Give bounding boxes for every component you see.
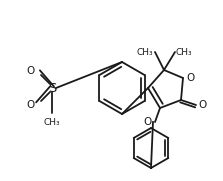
- Text: O: O: [144, 117, 152, 127]
- Text: O: O: [198, 100, 206, 110]
- Text: CH₃: CH₃: [44, 118, 60, 127]
- Text: O: O: [27, 100, 35, 110]
- Text: O: O: [27, 66, 35, 76]
- Text: CH₃: CH₃: [136, 48, 153, 57]
- Text: CH₃: CH₃: [176, 48, 193, 57]
- Text: S: S: [48, 81, 56, 94]
- Text: O: O: [186, 73, 194, 83]
